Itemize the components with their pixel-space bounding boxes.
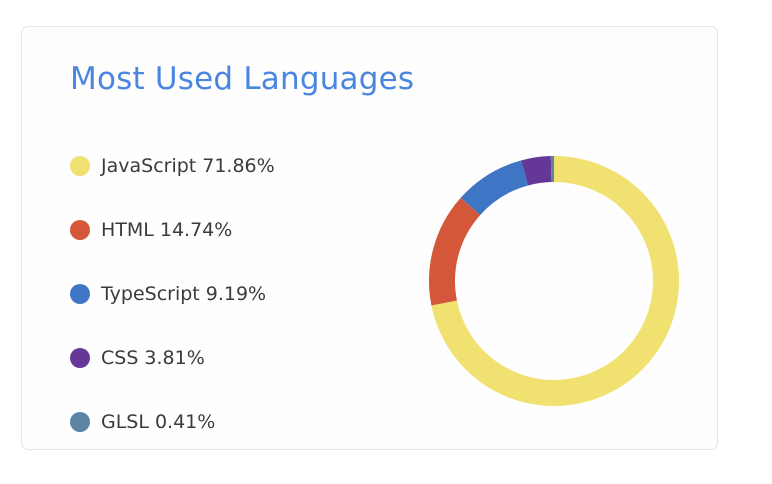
legend-label: TypeScript [101, 283, 200, 305]
legend-item-html: HTML 14.74% [70, 198, 275, 262]
legend-percent: 9.19% [205, 283, 267, 305]
javascript-color-dot [70, 156, 90, 176]
legend-label: GLSL [101, 411, 149, 433]
languages-card: Most Used Languages JavaScript 71.86% HT… [21, 26, 718, 450]
chart-legend: JavaScript 71.86% HTML 14.74% TypeScript… [70, 134, 275, 454]
html-color-dot [70, 220, 90, 240]
donut-slice-css [521, 156, 552, 186]
legend-item-typescript: TypeScript 9.19% [70, 262, 275, 326]
donut-slice-html [429, 197, 481, 306]
typescript-color-dot [70, 284, 90, 304]
legend-percent: 71.86% [202, 155, 275, 177]
legend-label: JavaScript [101, 155, 197, 177]
donut-chart [429, 156, 679, 406]
glsl-color-dot [70, 412, 90, 432]
legend-label: HTML [101, 219, 154, 241]
legend-item-javascript: JavaScript 71.86% [70, 134, 275, 198]
legend-item-glsl: GLSL 0.41% [70, 390, 275, 454]
legend-label: CSS [101, 347, 139, 369]
card-title: Most Used Languages [70, 61, 415, 97]
donut-slice-javascript [431, 156, 679, 406]
donut-slice-typescript [460, 160, 529, 216]
legend-item-css: CSS 3.81% [70, 326, 275, 390]
css-color-dot [70, 348, 90, 368]
legend-percent: 3.81% [144, 347, 205, 369]
legend-percent: 14.74% [159, 219, 233, 241]
legend-percent: 0.41% [154, 411, 216, 433]
